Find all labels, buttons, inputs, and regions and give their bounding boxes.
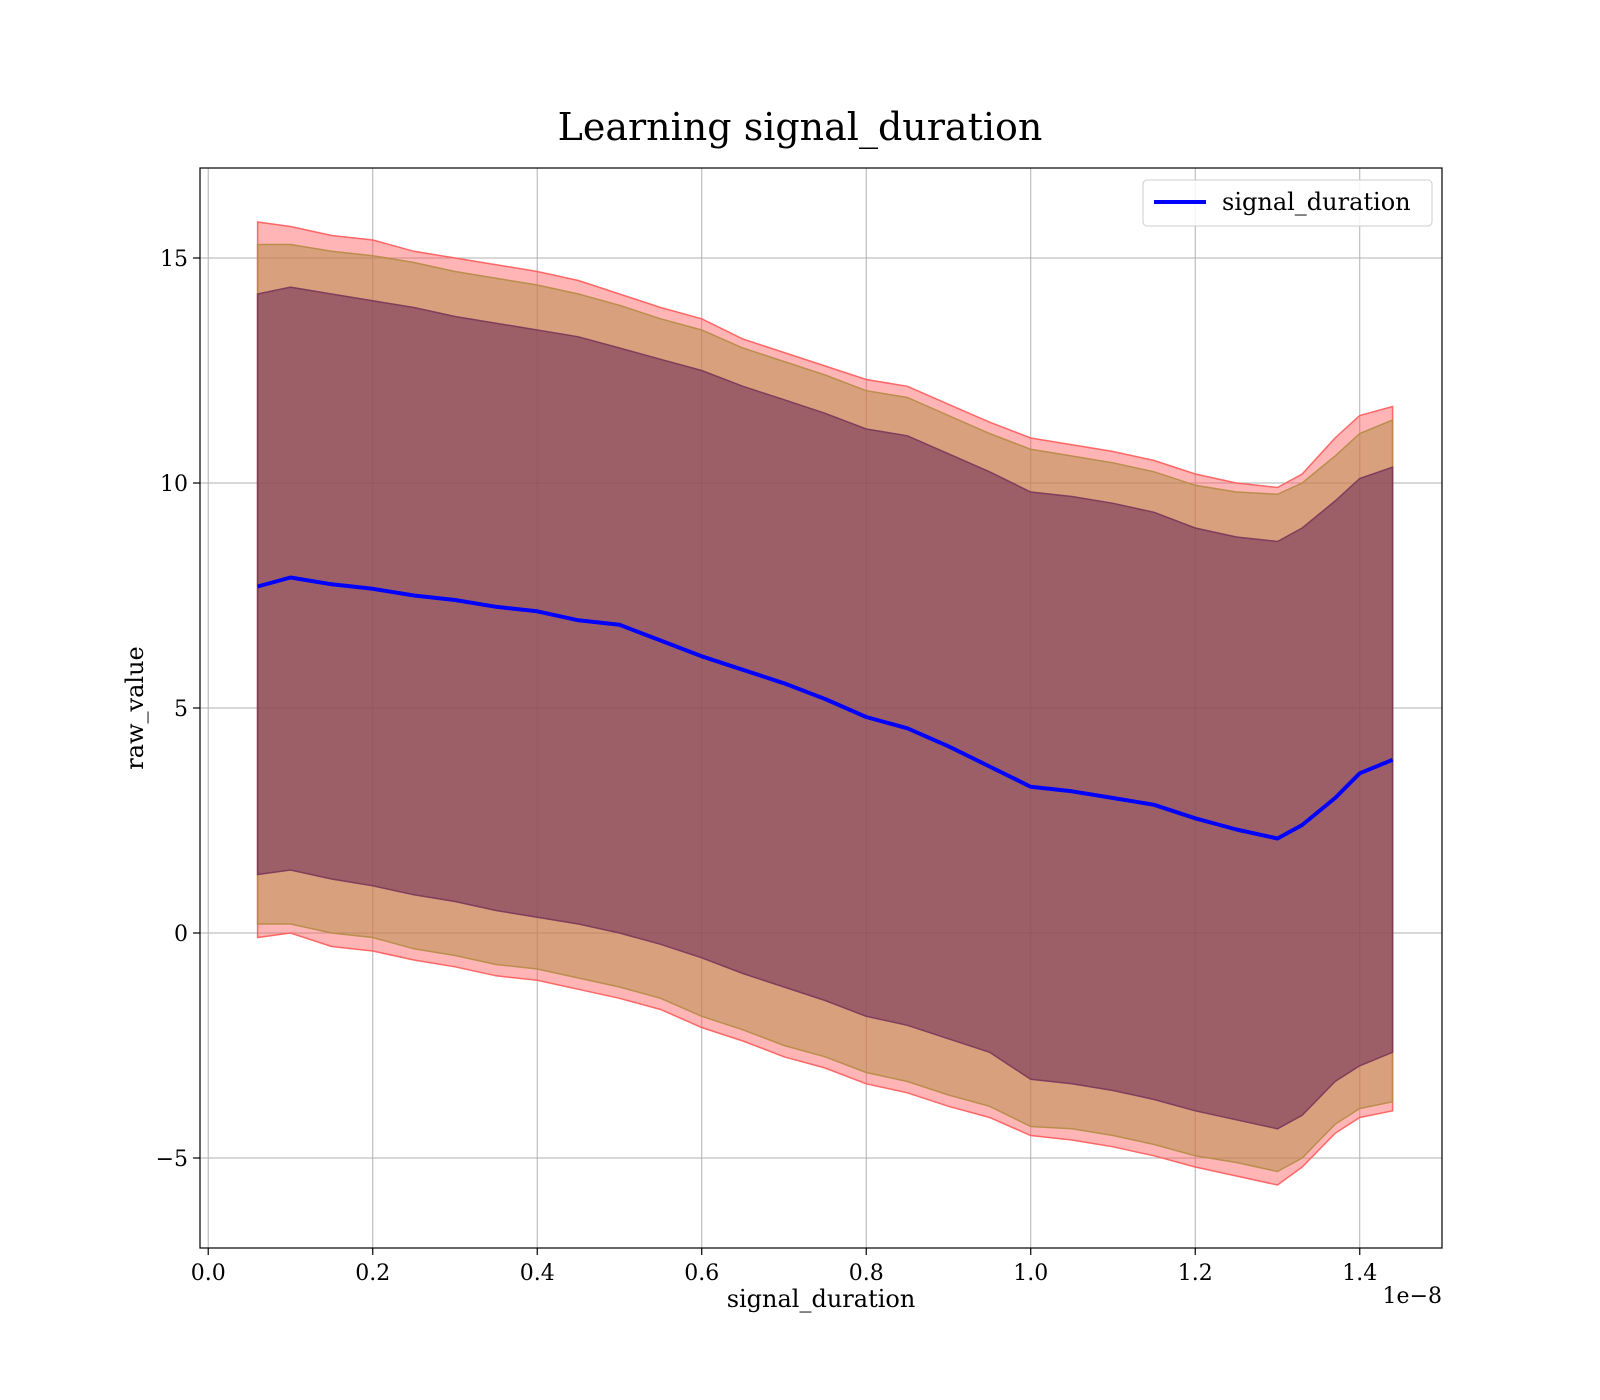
- axis-ticks: 0.0 0.2 0.4 0.6 0.8 1.0 1.2 1.4 −5 0 5 10 15: [156, 247, 1378, 1286]
- x-tick-label: 0.8: [849, 1261, 884, 1286]
- legend: signal_duration: [1142, 179, 1433, 227]
- y-tick-label: 15: [160, 247, 188, 272]
- x-axis-offset-text: 1e−8: [1383, 1284, 1442, 1309]
- confidence-bands: [256, 221, 1394, 1186]
- legend-entry-signal-duration: signal_duration: [1222, 188, 1411, 216]
- y-tick-label: 0: [174, 922, 188, 947]
- x-axis-label: signal_duration: [727, 1285, 916, 1313]
- chart-title: Learning signal_duration: [558, 105, 1043, 150]
- series-lines: [257, 575, 1394, 841]
- band-inner: [256, 286, 1394, 1130]
- x-tick-label: 0.0: [191, 1261, 226, 1286]
- legend-box: [1142, 179, 1433, 227]
- x-tick-label: 1.0: [1013, 1261, 1048, 1286]
- x-tick-label: 0.2: [355, 1261, 390, 1286]
- y-tick-label: 5: [174, 697, 188, 722]
- y-tick-label: −5: [156, 1147, 188, 1172]
- y-tick-label: 10: [160, 472, 188, 497]
- x-tick-label: 0.4: [520, 1261, 555, 1286]
- x-tick-label: 1.2: [1178, 1261, 1213, 1286]
- series-line-signal-duration: [257, 575, 1394, 841]
- x-tick-label: 0.6: [684, 1261, 719, 1286]
- y-axis-label: raw_value: [121, 646, 149, 770]
- x-tick-label: 1.4: [1342, 1261, 1377, 1286]
